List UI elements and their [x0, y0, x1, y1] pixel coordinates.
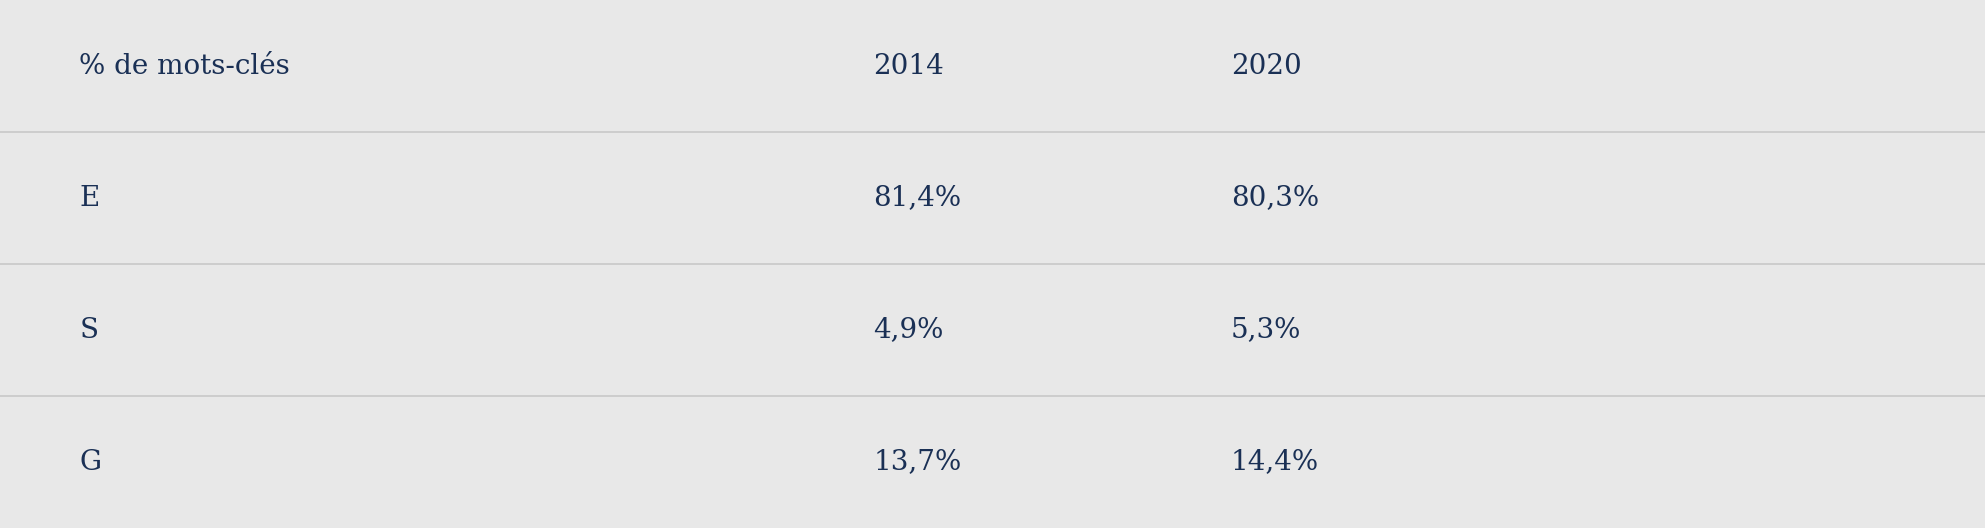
Text: 2014: 2014	[873, 52, 945, 80]
Text: 2020: 2020	[1231, 52, 1302, 80]
Text: E: E	[79, 184, 99, 212]
Text: 5,3%: 5,3%	[1231, 316, 1300, 344]
Text: 81,4%: 81,4%	[873, 184, 961, 212]
Text: 13,7%: 13,7%	[873, 448, 961, 476]
Text: G: G	[79, 448, 101, 476]
Text: 80,3%: 80,3%	[1231, 184, 1318, 212]
Text: 4,9%: 4,9%	[873, 316, 943, 344]
Text: 14,4%: 14,4%	[1231, 448, 1318, 476]
Text: % de mots-clés: % de mots-clés	[79, 52, 290, 80]
Text: S: S	[79, 316, 99, 344]
